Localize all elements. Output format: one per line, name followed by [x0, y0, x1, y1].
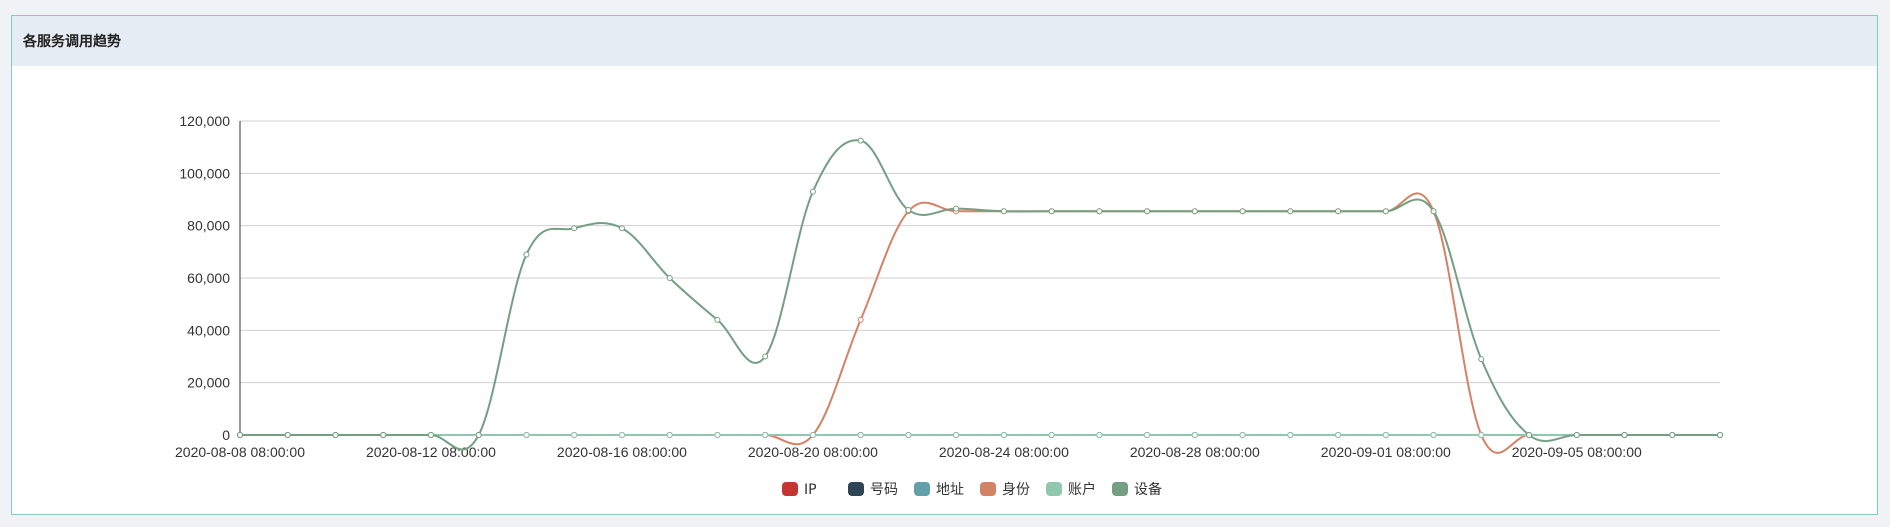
y-tick-label: 80,000 — [187, 218, 230, 234]
data-point — [380, 432, 387, 438]
legend: IP 号码 地址 身份 账户 设备 — [782, 481, 1162, 498]
series-device — [237, 137, 1723, 451]
legend-swatch — [980, 482, 996, 496]
data-point — [1048, 432, 1055, 438]
x-tick-label: 2020-08-20 08:00:00 — [748, 444, 878, 460]
y-tick-label: 100,000 — [179, 165, 230, 181]
y-tick-label: 60,000 — [187, 270, 230, 286]
data-point — [1144, 432, 1151, 438]
y-tick-label: 120,000 — [179, 113, 230, 129]
data-point — [714, 432, 721, 438]
service-call-trend-chart: 0 20,000 40,000 60,000 80,000 100,000 120,000 2… — [175, 113, 1723, 498]
data-point — [523, 251, 530, 258]
legend-label: 设备 — [1134, 481, 1162, 498]
data-point — [809, 188, 816, 195]
data-point — [1382, 432, 1389, 438]
data-point — [1717, 432, 1723, 438]
series-account — [237, 432, 1723, 438]
chart-panel: 各服务调用趋势 0 20,000 40,000 60,000 80,000 100,000… — [11, 15, 1878, 515]
panel-title: 各服务调用趋势 — [23, 34, 121, 50]
data-point — [1287, 208, 1294, 215]
data-point — [427, 432, 434, 438]
x-tick-label: 2020-09-05 08:00:00 — [1512, 444, 1642, 460]
legend-item-ip: IP — [782, 482, 817, 498]
data-point — [1573, 432, 1580, 438]
data-point — [1669, 432, 1676, 438]
data-point — [666, 432, 673, 438]
legend-swatch — [1046, 482, 1062, 496]
legend-label: IP — [804, 482, 817, 498]
data-point — [523, 432, 530, 438]
data-point — [1335, 208, 1342, 215]
data-point — [1287, 432, 1294, 438]
series-identity — [237, 192, 1723, 454]
x-tick-label: 2020-08-12 08:00:00 — [366, 444, 496, 460]
data-point — [714, 316, 721, 323]
data-point — [1191, 208, 1198, 215]
x-tick-label: 2020-08-24 08:00:00 — [939, 444, 1069, 460]
data-point — [953, 432, 960, 438]
data-point — [1000, 432, 1007, 438]
data-point — [1430, 432, 1437, 438]
data-point — [905, 206, 912, 213]
data-point — [1335, 432, 1342, 438]
x-tick-label: 2020-08-08 08:00:00 — [175, 444, 305, 460]
data-point — [1096, 208, 1103, 215]
series-line-identity — [240, 192, 1720, 454]
data-point — [332, 432, 339, 438]
data-point — [905, 432, 912, 438]
data-point — [809, 432, 816, 438]
x-tick-labels: 2020-08-08 08:00:00 2020-08-12 08:00:00 20… — [175, 444, 1642, 460]
data-point — [1239, 432, 1246, 438]
data-point — [857, 432, 864, 438]
legend-swatch — [848, 482, 864, 496]
x-tick-label: 2020-09-01 08:00:00 — [1321, 444, 1451, 460]
data-point — [237, 432, 243, 438]
data-point — [1382, 208, 1389, 215]
legend-label: 账户 — [1068, 481, 1096, 498]
legend-item-device: 设备 — [1112, 481, 1162, 498]
legend-item-number: 号码 — [848, 482, 898, 498]
data-point — [857, 137, 864, 144]
legend-label: 地址 — [936, 482, 964, 498]
legend-swatch — [914, 482, 930, 496]
legend-label: 身份 — [1002, 482, 1030, 498]
y-tick-label: 20,000 — [187, 375, 230, 391]
x-tick-label: 2020-08-28 08:00:00 — [1130, 444, 1260, 460]
data-point — [857, 316, 864, 323]
legend-label: 号码 — [870, 482, 898, 498]
data-point — [666, 275, 673, 281]
legend-item-address: 地址 — [914, 482, 964, 498]
data-point — [618, 432, 625, 438]
data-point — [1478, 356, 1485, 363]
data-point — [284, 432, 291, 438]
y-gridlines: 0 20,000 40,000 60,000 80,000 100,000 120,000 — [179, 113, 1720, 443]
series-line-device — [240, 139, 1720, 451]
data-point — [571, 432, 578, 438]
legend-swatch — [782, 482, 798, 496]
data-point — [571, 225, 578, 232]
legend-item-identity: 身份 — [980, 482, 1030, 498]
legend-swatch — [1112, 482, 1128, 496]
data-point — [1096, 432, 1103, 438]
data-point — [762, 432, 769, 438]
panel-header: 各服务调用趋势 — [12, 16, 1877, 66]
x-tick-label: 2020-08-16 08:00:00 — [557, 444, 687, 460]
data-point — [1526, 432, 1533, 438]
data-point — [1621, 432, 1628, 438]
legend-item-account: 账户 — [1046, 481, 1096, 498]
data-point — [475, 432, 482, 438]
data-point — [1191, 432, 1198, 438]
y-tick-label: 40,000 — [187, 322, 230, 338]
data-point — [1430, 208, 1437, 215]
data-point — [1239, 208, 1246, 215]
data-point — [762, 353, 769, 360]
data-point — [953, 205, 960, 212]
data-point — [1048, 208, 1055, 215]
data-point — [1478, 432, 1485, 438]
data-point — [1000, 208, 1007, 215]
data-point — [618, 225, 625, 232]
y-tick-label: 0 — [222, 427, 230, 443]
data-point — [1144, 208, 1151, 215]
